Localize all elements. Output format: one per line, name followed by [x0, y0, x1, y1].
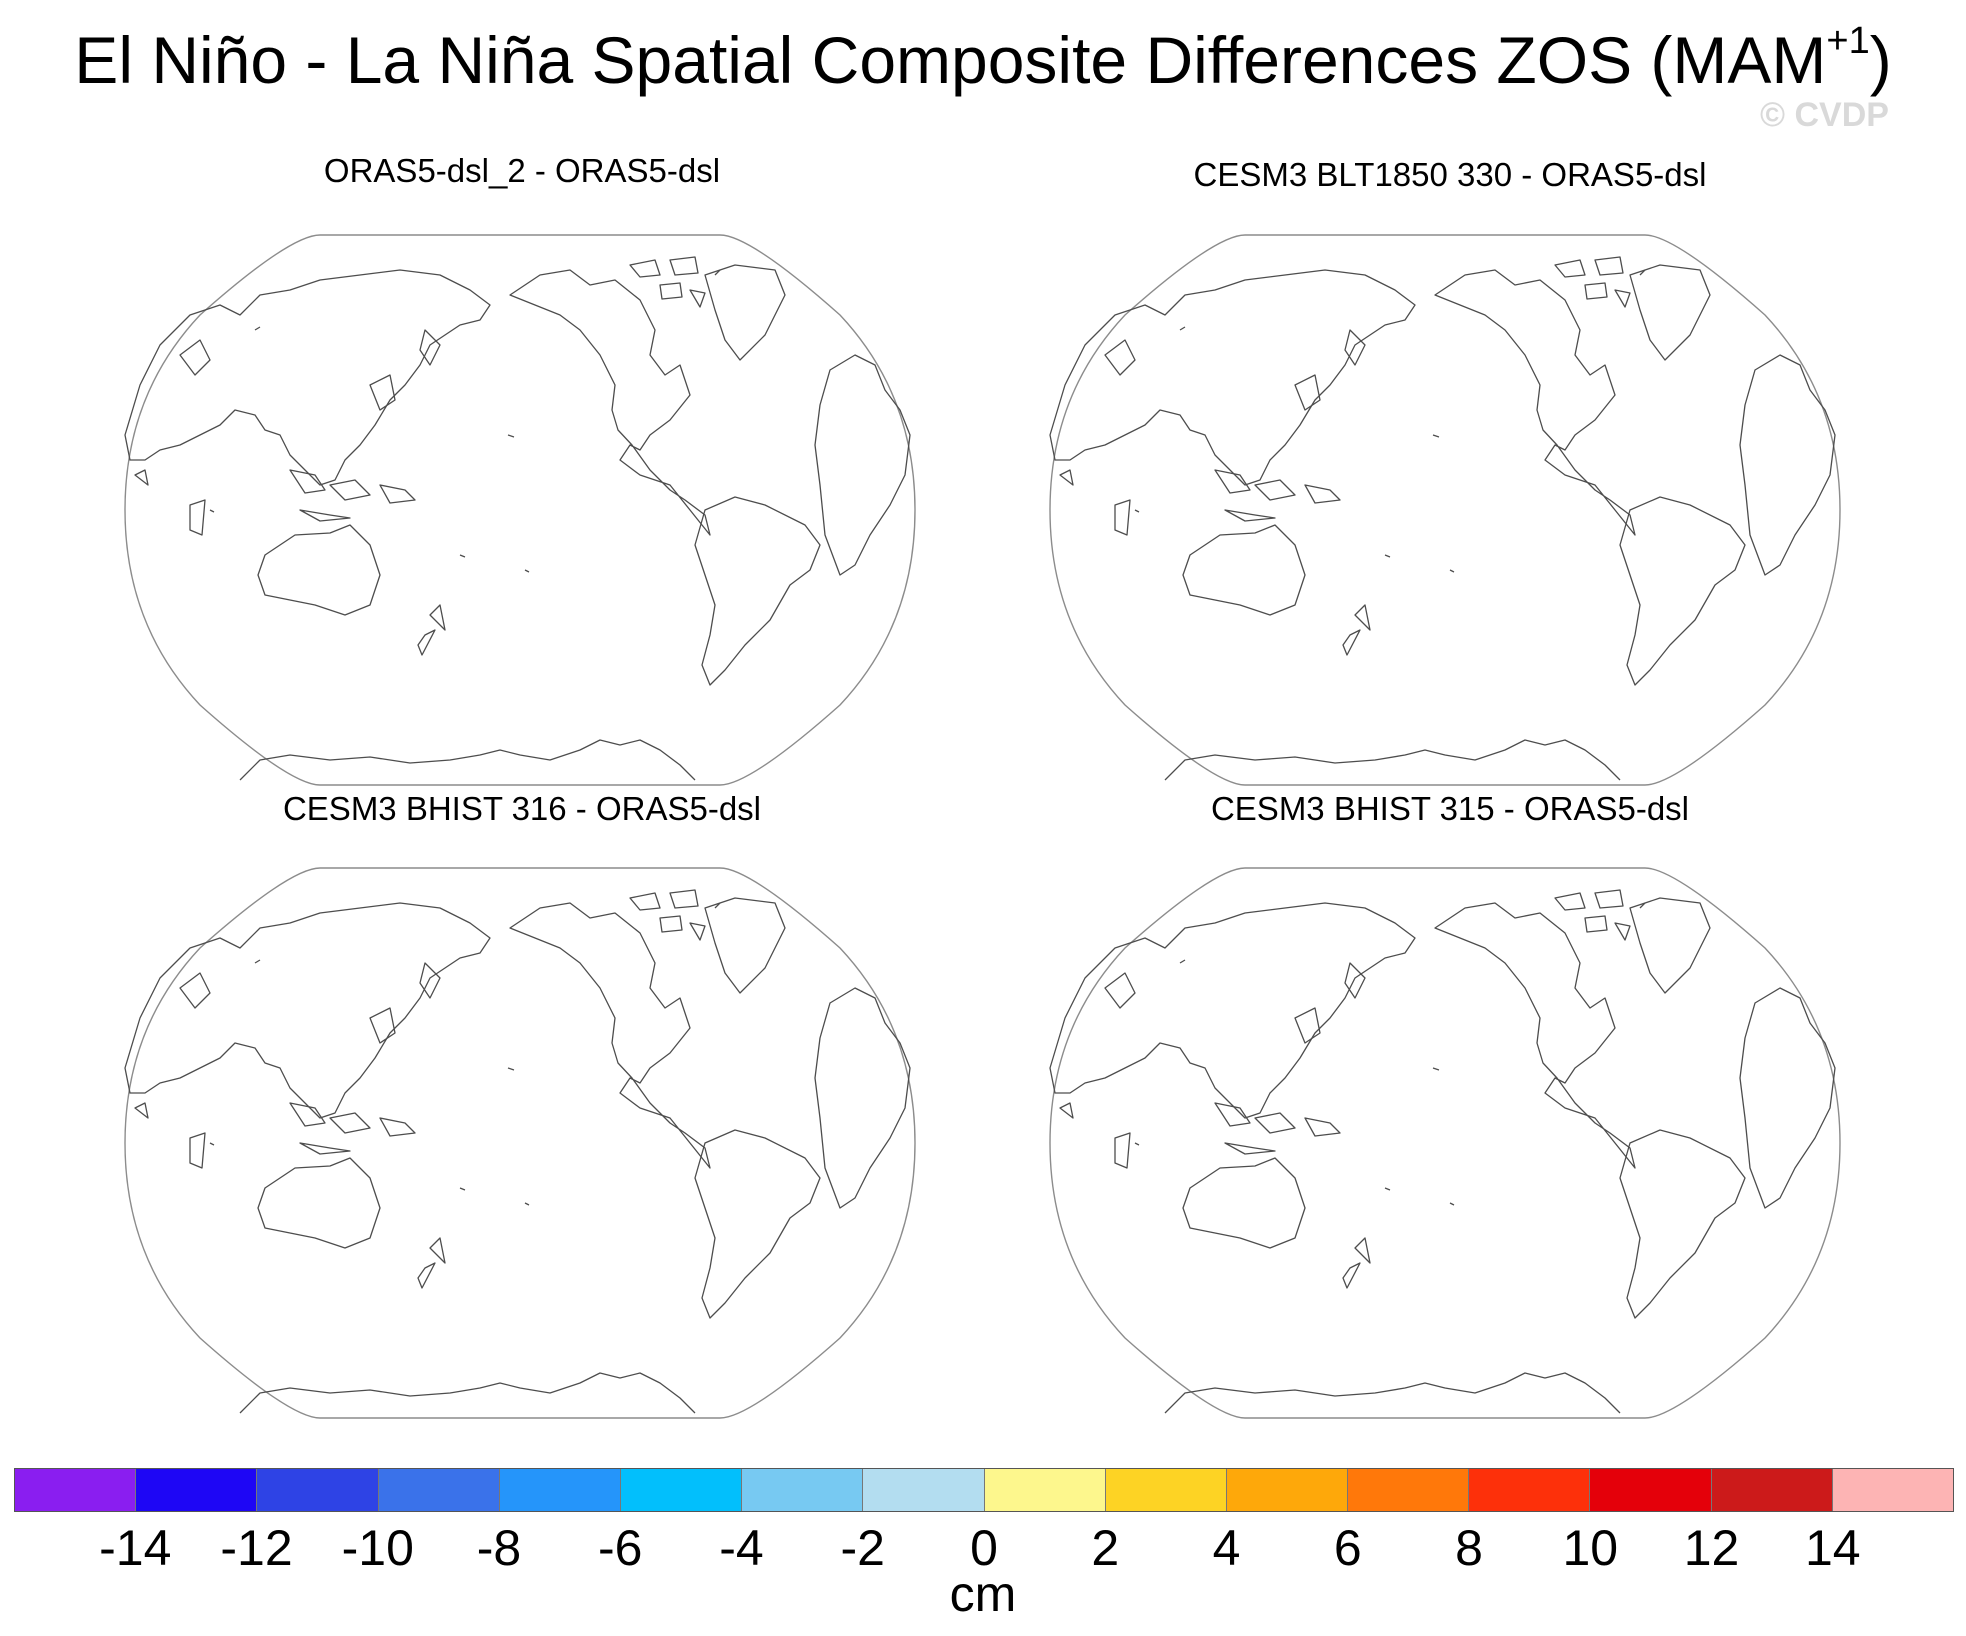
- colorbar-units: cm: [949, 1566, 1017, 1622]
- world-map-panel-1: [124, 234, 916, 786]
- colorbar-segment: [1348, 1469, 1470, 1511]
- colorbar-tick-label: -2: [840, 1520, 885, 1576]
- colorbar-segment: [620, 1469, 743, 1511]
- colorbar-segment: [1469, 1469, 1591, 1511]
- colorbar-tick-label: 0: [970, 1520, 998, 1576]
- colorbar-tick-label: 2: [1091, 1520, 1120, 1576]
- colorbar-segment: [378, 1469, 500, 1511]
- colorbar-tick-label: -12: [220, 1520, 293, 1576]
- colorbar-tick-label: 8: [1455, 1520, 1483, 1576]
- colorbar-segment: [136, 1469, 258, 1511]
- main-title-superscript: +1: [1826, 20, 1870, 62]
- main-title: El Niño - La Niña Spatial Composite Diff…: [0, 20, 1966, 100]
- world-map-panel-3: [124, 867, 916, 1419]
- colorbar-segment: [1590, 1469, 1712, 1511]
- colorbar-tick-label: 10: [1562, 1520, 1619, 1576]
- colorbar-segment: [742, 1469, 864, 1511]
- colorbar-tick-label: 14: [1804, 1520, 1861, 1576]
- colorbar-segment: [15, 1469, 137, 1511]
- world-map-panel-2: [1049, 234, 1841, 786]
- colorbar-segment: [257, 1469, 379, 1511]
- colorbar-segment: [863, 1469, 985, 1511]
- colorbar-tick-label: -10: [341, 1520, 414, 1576]
- colorbar-segment: [1105, 1469, 1227, 1511]
- colorbar-segment: [1711, 1469, 1833, 1511]
- colorbar-tick-label: 12: [1683, 1520, 1740, 1576]
- panel-title-1: ORAS5-dsl_2 - ORAS5-dsl: [323, 152, 721, 189]
- main-title-close: ): [1869, 23, 1892, 97]
- colorbar-tick-label: -6: [598, 1520, 643, 1576]
- colorbar-segment: [1226, 1469, 1349, 1511]
- colorbar-segment: [1832, 1469, 1953, 1511]
- colorbar-tick-label: -4: [719, 1520, 764, 1576]
- colorbar-tick-label: -8: [476, 1520, 522, 1576]
- main-title-text: El Niño - La Niña Spatial Composite Diff…: [74, 23, 1827, 97]
- panel-title-4: CESM3 BHIST 315 - ORAS5-dsl: [1210, 790, 1690, 827]
- colorbar-segment: [984, 1469, 1106, 1511]
- world-map-panel-4: [1049, 867, 1841, 1419]
- colorbar-tick-label: 4: [1212, 1520, 1241, 1576]
- cvdp-watermark: © CVDP: [1760, 96, 1889, 134]
- panel-title-2: CESM3 BLT1850 330 - ORAS5-dsl: [1193, 156, 1707, 193]
- panel-title-3: CESM3 BHIST 316 - ORAS5-dsl: [282, 790, 762, 827]
- colorbar-tick-label: -14: [99, 1520, 172, 1576]
- colorbar-tick-label: 6: [1333, 1520, 1362, 1576]
- colorbar-segment: [499, 1469, 621, 1511]
- colorbar: [14, 1468, 1954, 1512]
